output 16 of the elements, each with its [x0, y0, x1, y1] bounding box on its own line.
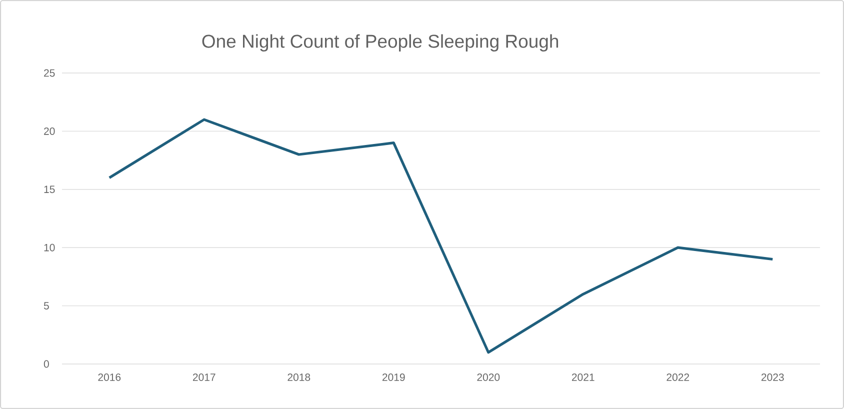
x-tick-label: 2023: [761, 374, 784, 381]
x-tick-label: 2020: [477, 374, 500, 381]
x-tick-label: 2018: [288, 374, 310, 381]
x-tick-label: 2017: [192, 374, 216, 381]
x-tick-label: 2022: [666, 374, 690, 381]
y-tick-label: 5: [44, 302, 49, 310]
x-tick-label: 2016: [98, 374, 121, 381]
y-tick-label: 20: [44, 127, 55, 135]
y-tick-label: 25: [44, 69, 55, 77]
chart-title: One Night Count of People Sleeping Rough: [202, 34, 558, 52]
line-series: [108, 118, 774, 354]
y-tick-label: 15: [44, 186, 55, 194]
y-tick-label: 0: [44, 360, 49, 368]
x-tick-label: 2021: [572, 374, 594, 381]
x-tick-label: 2019: [382, 374, 405, 381]
y-tick-label: 10: [44, 244, 55, 252]
